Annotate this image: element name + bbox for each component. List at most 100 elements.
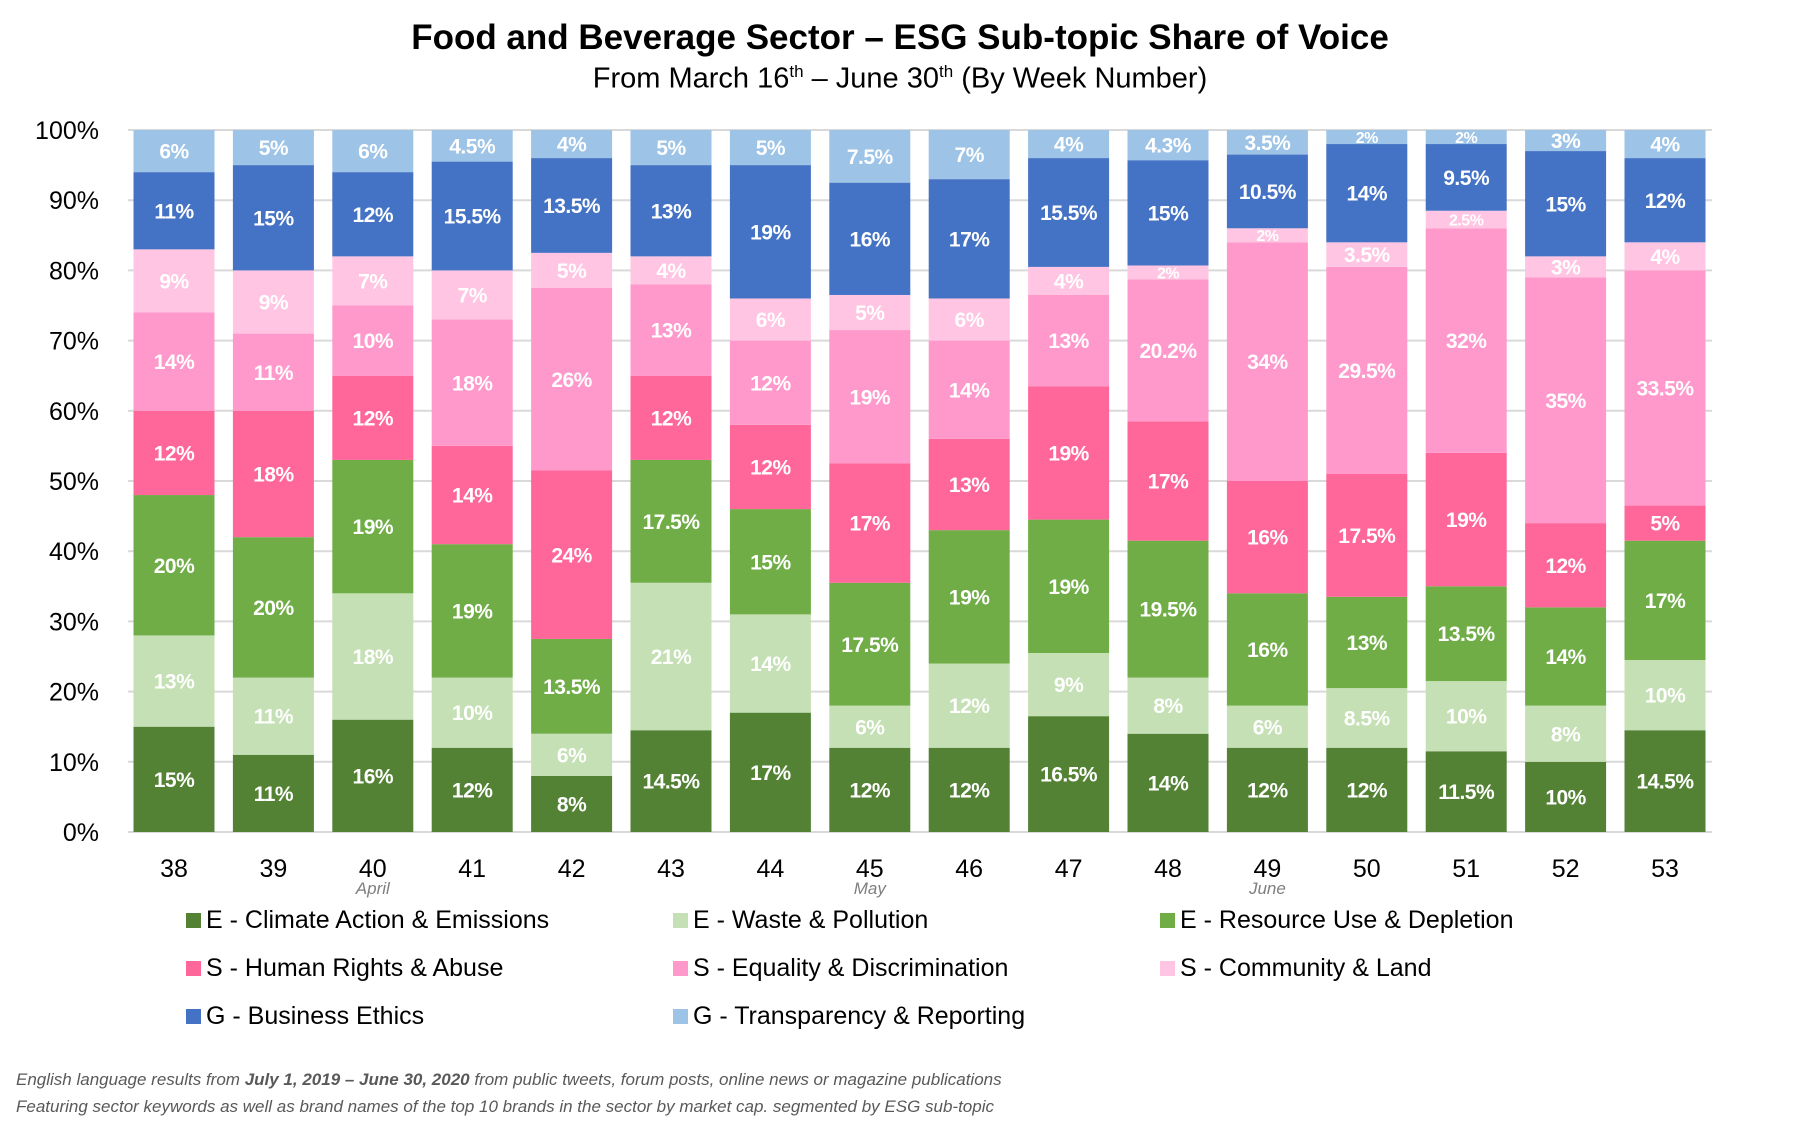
bar-segment xyxy=(1624,540,1706,661)
data-label: 16% xyxy=(850,228,891,251)
legend-swatch xyxy=(673,913,688,928)
bar-segment xyxy=(1525,761,1607,832)
data-label: 9.5% xyxy=(1443,167,1490,190)
data-label: 7% xyxy=(955,144,985,167)
bar-segment xyxy=(1326,596,1408,689)
data-label: 4.3% xyxy=(1145,135,1192,158)
data-label: 18% xyxy=(253,464,294,487)
month-label: June xyxy=(1248,879,1286,898)
data-label: 29.5% xyxy=(1338,360,1396,383)
bar-segment xyxy=(1326,473,1408,597)
data-label: 10% xyxy=(452,702,493,725)
data-label: 3% xyxy=(1551,256,1581,279)
data-label: 16% xyxy=(1247,527,1288,550)
bar-segment xyxy=(928,130,1010,180)
x-tick-label: 41 xyxy=(458,855,486,883)
bar-segment xyxy=(1624,505,1706,541)
bar-segment xyxy=(431,319,513,446)
bar-segment xyxy=(1127,540,1209,678)
bar-segment xyxy=(630,730,712,832)
bar-segment xyxy=(332,375,414,460)
bar-segment xyxy=(1028,652,1110,717)
bar-segment xyxy=(1226,130,1308,155)
data-label: 12% xyxy=(750,457,791,480)
bar-segment xyxy=(232,165,314,271)
bar-segment xyxy=(431,445,513,545)
bar-segment xyxy=(1525,151,1607,257)
data-label: 3.5% xyxy=(1344,244,1391,267)
data-label: 14% xyxy=(1347,183,1388,206)
data-label: 13% xyxy=(651,320,692,343)
x-tick-label: 43 xyxy=(657,855,685,883)
bar-segment xyxy=(1127,265,1209,280)
bar-segment xyxy=(232,333,314,411)
bar-segment xyxy=(1226,747,1308,832)
bar-segment xyxy=(1028,716,1110,832)
bar-segment xyxy=(928,179,1010,299)
data-label: 12% xyxy=(1645,190,1686,213)
bar-segment xyxy=(630,375,712,460)
data-label: 5% xyxy=(756,137,786,160)
data-label: 35% xyxy=(1545,390,1586,413)
data-label: 10% xyxy=(1645,685,1686,708)
data-label: 18% xyxy=(452,372,493,395)
data-label: 10% xyxy=(353,330,394,353)
legend-label: E - Waste & Pollution xyxy=(693,906,928,934)
data-label: 10% xyxy=(1545,786,1586,809)
data-label: 4% xyxy=(1054,270,1084,293)
legend-swatch xyxy=(186,913,201,928)
legend-label: G - Transparency & Reporting xyxy=(693,1002,1025,1030)
x-tick-label: 51 xyxy=(1452,855,1480,883)
legend-swatch xyxy=(186,961,201,976)
bar-segment xyxy=(729,712,811,832)
bar-segment xyxy=(1525,523,1607,608)
bar-segment xyxy=(232,130,314,166)
bar-segment xyxy=(1226,154,1308,229)
y-tick-label: 20% xyxy=(49,679,99,707)
bar-segment xyxy=(1326,747,1408,832)
x-tick-label: 53 xyxy=(1651,855,1679,883)
bar-segment xyxy=(1127,421,1209,541)
data-label: 6% xyxy=(358,141,388,164)
bar-segment xyxy=(332,130,414,173)
data-label: 5% xyxy=(557,260,587,283)
bar-segment xyxy=(829,463,911,583)
x-tick-label: 50 xyxy=(1353,855,1381,883)
bar-segment xyxy=(1624,660,1706,731)
data-label: 17.5% xyxy=(642,511,700,534)
legend-label: S - Human Rights & Abuse xyxy=(206,954,503,982)
bar-segment xyxy=(1624,242,1706,271)
data-label: 7% xyxy=(458,285,488,308)
x-tick-label: 47 xyxy=(1055,855,1083,883)
x-tick-label: 49 xyxy=(1253,855,1281,883)
bar-segment xyxy=(829,747,911,832)
data-label: 7.5% xyxy=(847,146,894,169)
chart-title: Food and Beverage Sector – ESG Sub-topic… xyxy=(411,18,1389,57)
data-label: 5% xyxy=(259,137,289,160)
data-label: 17% xyxy=(850,513,891,536)
bar-segment xyxy=(630,582,712,731)
bar-segment xyxy=(1326,130,1408,145)
bar-segment xyxy=(531,252,613,288)
bar-segment xyxy=(133,410,215,496)
footnote-date-range: July 1, 2019 – June 30, 2020 xyxy=(244,1070,470,1089)
data-label: 17% xyxy=(949,228,990,251)
bar-segment xyxy=(630,459,712,583)
stacked-bar-chart: 0% 10% 20% 30% 40% 50% 60% 70% 80% 90% 100% 15% 13% 2… xyxy=(35,117,1712,1030)
data-label: 20% xyxy=(154,555,195,578)
data-label: 4.5% xyxy=(449,135,496,158)
bar-segment xyxy=(332,459,414,594)
y-tick-label: 50% xyxy=(49,468,99,496)
data-label: 12% xyxy=(1247,779,1288,802)
data-label: 24% xyxy=(551,544,592,567)
bar-segment xyxy=(1326,242,1408,267)
bar-segment xyxy=(928,340,1010,439)
data-label: 15% xyxy=(1148,202,1189,225)
bar-segment xyxy=(1425,210,1507,229)
data-label: 16% xyxy=(353,765,394,788)
bar-segment xyxy=(829,294,911,331)
data-label: 19% xyxy=(750,221,791,244)
data-label: 11% xyxy=(254,783,294,806)
data-label: 19% xyxy=(1048,442,1089,465)
bar-segment xyxy=(1028,130,1110,159)
